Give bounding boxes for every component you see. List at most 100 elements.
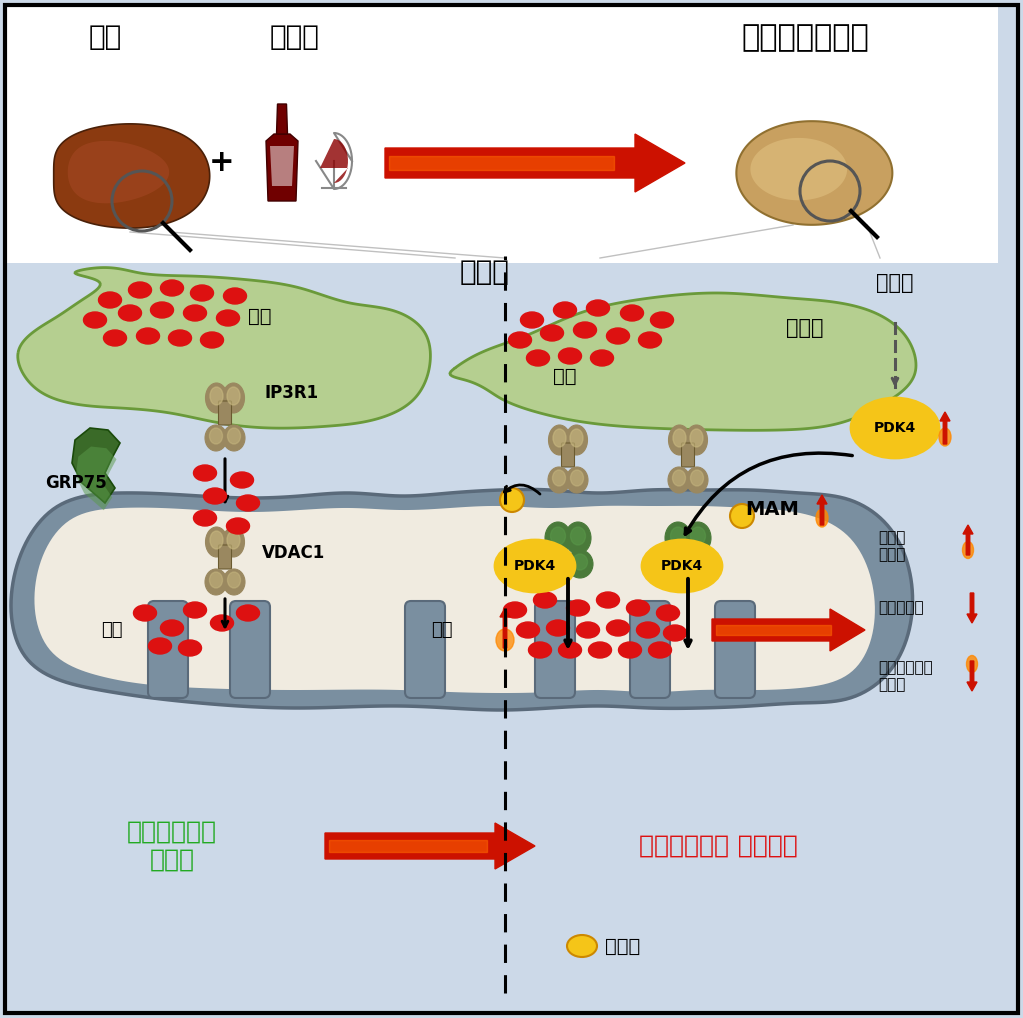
Ellipse shape xyxy=(227,387,240,405)
Ellipse shape xyxy=(183,305,207,321)
Ellipse shape xyxy=(129,282,151,298)
Ellipse shape xyxy=(649,642,671,658)
Ellipse shape xyxy=(210,572,222,588)
Text: 미토콘드리아
막전위: 미토콘드리아 막전위 xyxy=(878,660,933,692)
Text: 칼슘: 칼슘 xyxy=(249,306,272,326)
Ellipse shape xyxy=(548,467,570,493)
Ellipse shape xyxy=(548,554,564,570)
Polygon shape xyxy=(53,124,210,228)
Ellipse shape xyxy=(588,642,612,658)
Text: 인산화: 인산화 xyxy=(605,937,640,956)
Ellipse shape xyxy=(190,285,214,301)
Ellipse shape xyxy=(503,602,527,618)
Ellipse shape xyxy=(567,935,597,957)
Ellipse shape xyxy=(217,310,239,326)
FancyArrow shape xyxy=(967,593,977,623)
Ellipse shape xyxy=(204,488,226,504)
Text: 칼슘: 칼슘 xyxy=(553,366,577,386)
FancyArrow shape xyxy=(963,525,973,555)
Ellipse shape xyxy=(201,332,223,348)
Ellipse shape xyxy=(222,383,244,413)
Ellipse shape xyxy=(570,429,583,447)
Ellipse shape xyxy=(571,470,583,486)
Ellipse shape xyxy=(103,330,127,346)
Polygon shape xyxy=(266,134,298,201)
FancyBboxPatch shape xyxy=(535,601,575,698)
Ellipse shape xyxy=(98,292,122,308)
Ellipse shape xyxy=(657,605,679,621)
Ellipse shape xyxy=(636,622,660,638)
FancyArrow shape xyxy=(385,134,685,192)
Ellipse shape xyxy=(133,605,157,621)
FancyArrow shape xyxy=(500,608,510,648)
Ellipse shape xyxy=(638,332,662,348)
Ellipse shape xyxy=(571,527,585,545)
Ellipse shape xyxy=(161,280,183,296)
Ellipse shape xyxy=(626,600,650,616)
Ellipse shape xyxy=(967,656,978,673)
Text: 간세포: 간세포 xyxy=(460,258,509,286)
Ellipse shape xyxy=(663,550,690,578)
Ellipse shape xyxy=(552,470,566,486)
Ellipse shape xyxy=(619,642,641,658)
Text: 반응성
산소종: 반응성 산소종 xyxy=(878,529,905,562)
Polygon shape xyxy=(68,140,169,204)
FancyBboxPatch shape xyxy=(148,601,188,698)
Circle shape xyxy=(730,504,754,528)
FancyBboxPatch shape xyxy=(230,601,270,698)
Text: IP3R1: IP3R1 xyxy=(265,384,319,402)
Ellipse shape xyxy=(517,622,539,638)
Text: +: + xyxy=(209,149,235,177)
Ellipse shape xyxy=(963,542,974,559)
Ellipse shape xyxy=(673,429,686,447)
Ellipse shape xyxy=(596,592,620,608)
Polygon shape xyxy=(35,506,875,693)
Ellipse shape xyxy=(534,592,557,608)
Ellipse shape xyxy=(543,550,569,578)
Ellipse shape xyxy=(540,325,564,341)
Ellipse shape xyxy=(685,425,708,455)
Ellipse shape xyxy=(621,305,643,321)
Ellipse shape xyxy=(210,387,223,405)
Ellipse shape xyxy=(210,428,222,444)
Ellipse shape xyxy=(690,429,703,447)
FancyBboxPatch shape xyxy=(562,443,575,467)
Ellipse shape xyxy=(223,569,244,595)
Ellipse shape xyxy=(236,605,260,621)
Text: 알코올성간질환: 알코올성간질환 xyxy=(741,23,869,52)
Ellipse shape xyxy=(495,540,575,592)
Ellipse shape xyxy=(521,312,543,328)
FancyArrow shape xyxy=(325,823,535,869)
Ellipse shape xyxy=(206,527,227,557)
Polygon shape xyxy=(270,146,294,186)
FancyArrow shape xyxy=(967,661,977,691)
Ellipse shape xyxy=(574,322,596,338)
Ellipse shape xyxy=(211,615,233,631)
Ellipse shape xyxy=(508,332,532,348)
Ellipse shape xyxy=(668,425,691,455)
Ellipse shape xyxy=(206,383,227,413)
Ellipse shape xyxy=(210,531,223,549)
Ellipse shape xyxy=(586,300,610,316)
Polygon shape xyxy=(11,490,913,710)
Text: MAM: MAM xyxy=(745,501,799,519)
Ellipse shape xyxy=(226,518,250,534)
Ellipse shape xyxy=(559,642,581,658)
Text: 알코올: 알코올 xyxy=(270,23,320,51)
Text: PDK4: PDK4 xyxy=(514,559,557,573)
Ellipse shape xyxy=(686,467,708,493)
Ellipse shape xyxy=(559,348,581,364)
Ellipse shape xyxy=(668,467,690,493)
Ellipse shape xyxy=(693,554,708,570)
Ellipse shape xyxy=(84,312,106,328)
Ellipse shape xyxy=(148,638,172,654)
Text: 알코올: 알코올 xyxy=(877,273,914,293)
Ellipse shape xyxy=(119,305,141,321)
Polygon shape xyxy=(17,268,431,429)
Ellipse shape xyxy=(566,425,587,455)
Ellipse shape xyxy=(227,572,240,588)
Circle shape xyxy=(500,488,524,512)
Ellipse shape xyxy=(816,509,828,527)
Ellipse shape xyxy=(546,620,570,636)
Polygon shape xyxy=(72,428,120,503)
